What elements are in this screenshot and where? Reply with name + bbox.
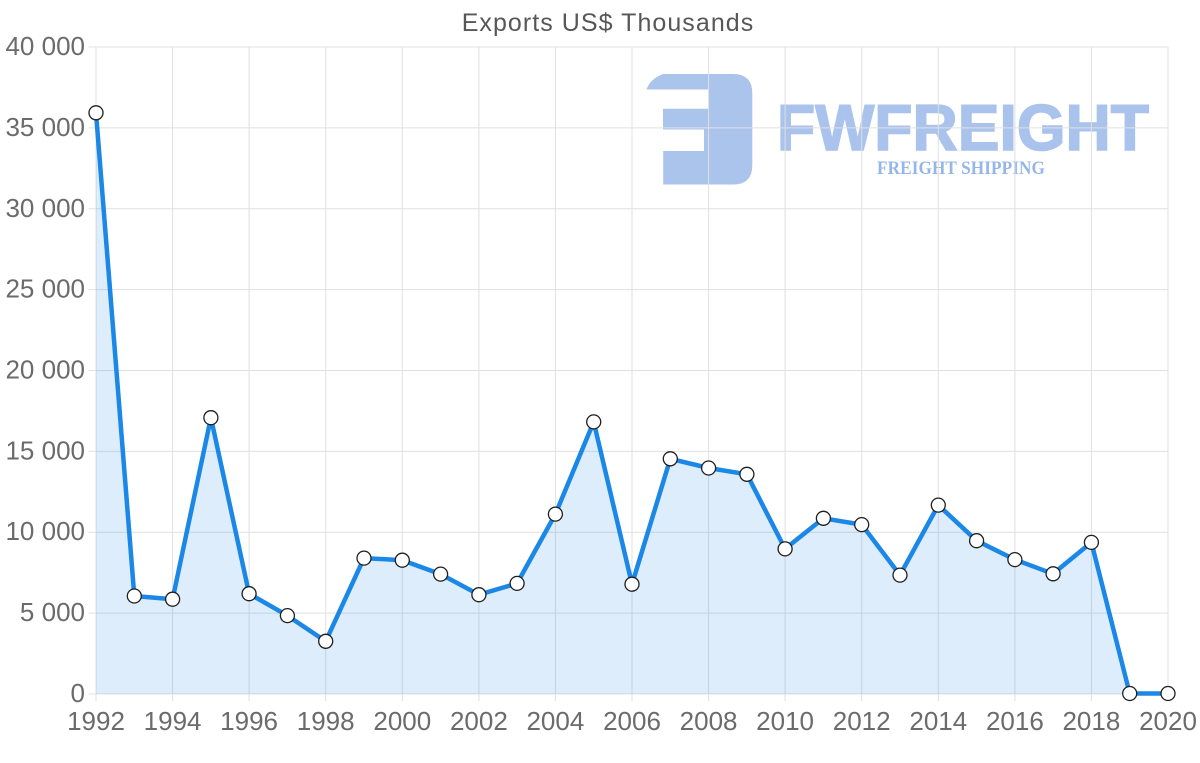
svg-text:40 000: 40 000 [5,31,85,61]
svg-text:30 000: 30 000 [5,193,85,223]
svg-text:2010: 2010 [756,706,814,736]
svg-text:20 000: 20 000 [5,355,85,385]
svg-text:2018: 2018 [1062,706,1120,736]
svg-text:10 000: 10 000 [5,516,85,546]
svg-text:1996: 1996 [220,706,278,736]
svg-text:0: 0 [71,678,85,708]
svg-text:5 000: 5 000 [20,597,85,627]
svg-text:2008: 2008 [680,706,738,736]
svg-text:25 000: 25 000 [5,274,85,304]
svg-text:2000: 2000 [373,706,431,736]
svg-text:2006: 2006 [603,706,661,736]
svg-text:2012: 2012 [833,706,891,736]
svg-text:1994: 1994 [144,706,202,736]
svg-text:15 000: 15 000 [5,435,85,465]
svg-text:1998: 1998 [297,706,355,736]
svg-text:35 000: 35 000 [5,112,85,142]
svg-text:2020: 2020 [1139,706,1197,736]
svg-text:2014: 2014 [909,706,967,736]
svg-text:FREIGHT SHIPPING: FREIGHT SHIPPING [877,159,1045,179]
svg-text:2004: 2004 [526,706,584,736]
svg-text:2016: 2016 [986,706,1044,736]
svg-text:1992: 1992 [67,706,125,736]
svg-text:Exports US$ Thousands: Exports US$ Thousands [462,9,755,37]
svg-text:2002: 2002 [450,706,508,736]
